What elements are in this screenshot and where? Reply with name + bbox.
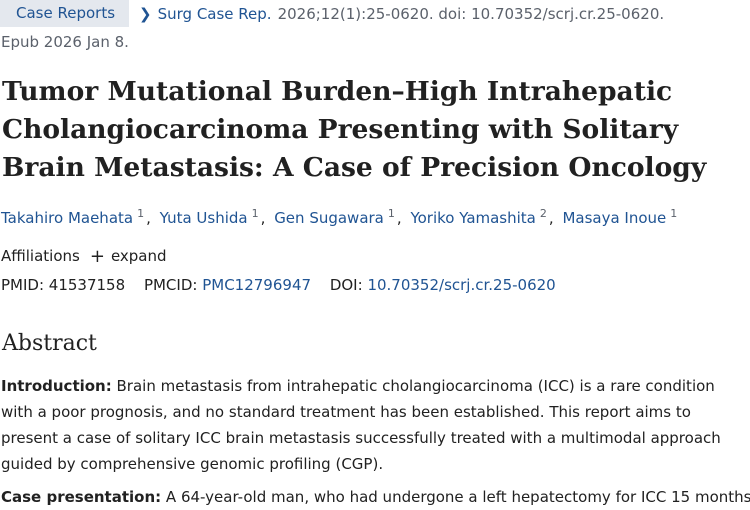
separator: , bbox=[146, 209, 151, 227]
identifiers: PMID: 41537158 PMCID: PMC12796947 DOI: 1… bbox=[1, 276, 556, 294]
affiliation-sup[interactable]: 1 bbox=[670, 207, 678, 220]
expand-label[interactable]: expand bbox=[110, 247, 167, 265]
doi-link[interactable]: 10.70352/scrj.cr.25-0620 bbox=[367, 276, 556, 294]
affiliations-label: Affiliations bbox=[1, 247, 80, 265]
author-link[interactable]: Yoriko Yamashita bbox=[410, 209, 536, 227]
author-link[interactable]: Takahiro Maehata bbox=[1, 209, 134, 227]
introduction-text: Brain metastasis from intrahepatic chola… bbox=[1, 377, 721, 473]
author-link[interactable]: Yuta Ushida bbox=[159, 209, 248, 227]
author-link[interactable]: Gen Sugawara bbox=[274, 209, 384, 227]
doi-label: DOI: bbox=[329, 276, 363, 294]
separator: , bbox=[260, 209, 266, 227]
author-list: Takahiro Maehata 1, Yuta Ushida 1, Gen Sug… bbox=[1, 207, 679, 227]
plus-icon[interactable]: + bbox=[89, 245, 105, 267]
affiliation-sup[interactable]: 1 bbox=[251, 207, 259, 220]
epub-date: Epub 2026 Jan 8. bbox=[1, 33, 129, 51]
affiliation-sup[interactable]: 1 bbox=[387, 207, 395, 220]
affiliation-sup[interactable]: 2 bbox=[539, 207, 547, 220]
affiliation-sup[interactable]: 1 bbox=[137, 207, 145, 220]
abstract-introduction: Introduction: Brain metastasis from intr… bbox=[1, 373, 741, 477]
pmcid-link[interactable]: PMC12796947 bbox=[202, 276, 312, 294]
pmcid-label: PMCID: bbox=[143, 276, 198, 294]
abstract-case-presentation: Case presentation: A 64-year-old man, wh… bbox=[1, 484, 750, 510]
pmid-label: PMID: bbox=[1, 276, 45, 294]
case-presentation-text: A 64-year-old man, who had undergone a l… bbox=[161, 488, 750, 506]
affiliations-toggle[interactable]: Affiliations + expand bbox=[1, 247, 167, 265]
citation-line: ❯ Surg Case Rep. 2026;12(1):25-0620. doi… bbox=[139, 5, 664, 23]
separator: , bbox=[396, 209, 402, 227]
citation-text: 2026;12(1):25-0620. doi: 10.70352/scrj.c… bbox=[277, 4, 665, 23]
abstract-heading: Abstract bbox=[2, 331, 97, 356]
pmid-value: 41537158 bbox=[48, 276, 126, 294]
article-type-tag[interactable]: Case Reports bbox=[0, 0, 130, 27]
article-title: Tumor Mutational Burden–High Intrahepati… bbox=[2, 76, 707, 183]
author-link[interactable]: Masaya Inoue bbox=[562, 209, 667, 227]
introduction-label: Introduction: bbox=[1, 377, 112, 395]
case-presentation-label: Case presentation: bbox=[1, 488, 162, 506]
journal-link[interactable]: Surg Case Rep. bbox=[157, 4, 272, 23]
chevron-right-icon[interactable]: ❯ bbox=[139, 4, 152, 23]
citation-bar: Case Reports ❯ Surg Case Rep. 2026;12(1)… bbox=[0, 0, 664, 27]
separator: , bbox=[548, 209, 554, 227]
